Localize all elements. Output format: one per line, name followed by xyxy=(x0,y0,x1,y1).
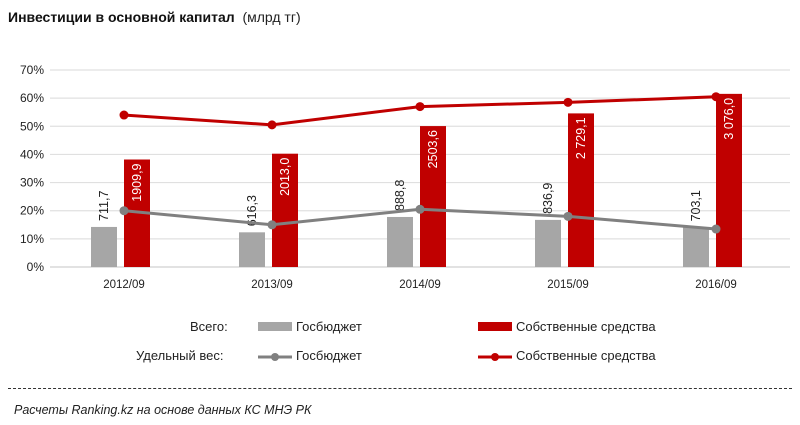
line-point-own xyxy=(563,97,573,107)
chart-title: Инвестиции в основной капитал (млрд тг) xyxy=(8,9,301,25)
y-tick-label: 70% xyxy=(20,63,44,77)
chart-title-unit: (млрд тг) xyxy=(242,9,301,25)
y-tick-label: 60% xyxy=(20,91,44,105)
bar-gov xyxy=(683,227,709,267)
line-point-gov xyxy=(119,206,129,216)
line-point-own xyxy=(267,120,277,130)
data-label-gov: 711,7 xyxy=(97,191,111,221)
chart-title-text: Инвестиции в основной капитал xyxy=(8,9,235,25)
data-label-gov: 836,9 xyxy=(541,183,555,214)
x-tick-label: 2014/09 xyxy=(399,279,441,291)
data-label-gov: 703,1 xyxy=(689,190,703,221)
legend-row2-label: Удельный вес: xyxy=(136,348,224,363)
y-tick-label: 10% xyxy=(20,232,44,246)
data-label-own: 2503,6 xyxy=(426,130,440,168)
legend-row1-label: Всего: xyxy=(190,319,228,334)
line-point-gov xyxy=(711,224,721,234)
source-note: Расчеты Ranking.kz на основе данных КС М… xyxy=(14,403,312,417)
y-tick-label: 0% xyxy=(27,260,45,274)
bar-own xyxy=(420,126,446,267)
x-tick-label: 2013/09 xyxy=(251,279,293,291)
y-tick-label: 20% xyxy=(20,204,44,218)
bar-gov xyxy=(91,226,117,267)
x-tick-label: 2015/09 xyxy=(547,279,589,291)
legend-bar-gov-swatch xyxy=(258,322,292,331)
bar-gov xyxy=(239,232,265,267)
line-point-gov xyxy=(267,220,277,230)
legend-line-own-swatch xyxy=(478,353,512,361)
data-label-gov: 616,3 xyxy=(245,195,259,226)
legend-line-own-label: Собственные средства xyxy=(516,348,656,363)
data-label-own: 3 076,0 xyxy=(722,98,736,140)
legend-line-gov-label: Госбюджет xyxy=(296,348,362,363)
legend-bar-gov-label: Госбюджет xyxy=(296,319,362,334)
data-label-own: 2013,0 xyxy=(278,158,292,196)
divider xyxy=(8,388,792,389)
legend-bar-own-label: Собственные средства xyxy=(516,319,656,334)
line-point-gov xyxy=(415,204,425,214)
line-point-own xyxy=(119,110,129,120)
bar-own xyxy=(716,93,742,267)
line-point-own xyxy=(711,92,721,102)
line-point-gov xyxy=(563,211,573,221)
data-label-own: 1909,9 xyxy=(130,163,144,201)
data-label-own: 2 729,1 xyxy=(574,117,588,159)
y-tick-label: 40% xyxy=(20,147,44,161)
bar-own xyxy=(568,113,594,267)
y-tick-label: 50% xyxy=(20,119,44,133)
legend-line-gov-swatch xyxy=(258,353,292,361)
bar-gov xyxy=(387,216,413,267)
chart-plot: 0% 10% 20% 30% 40% 50% 60% 70% 2012/09 2013/09 201… xyxy=(20,63,790,291)
x-tick-label: 2012/09 xyxy=(103,279,145,291)
y-tick-label: 30% xyxy=(20,176,44,190)
data-label-gov: 888,8 xyxy=(393,180,407,211)
bar-own xyxy=(272,153,298,267)
legend-bar-own-swatch xyxy=(478,322,512,331)
x-tick-label: 2016/09 xyxy=(695,279,737,291)
line-point-own xyxy=(415,102,425,112)
bar-gov xyxy=(535,219,561,267)
